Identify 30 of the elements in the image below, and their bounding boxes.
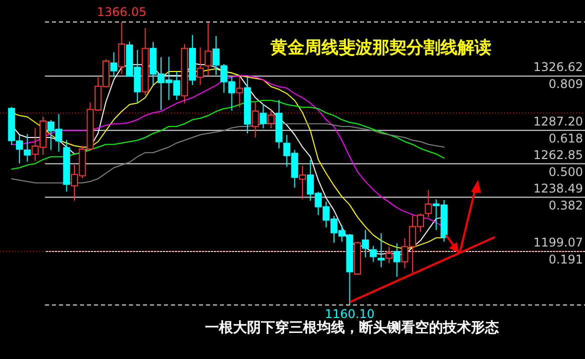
ref-line-label: 1366.05 [96,5,146,19]
candlestick [110,52,118,78]
candlestick [299,165,306,200]
annotation: 0.500 [548,164,583,179]
candlestick [212,35,220,76]
ref-line-label: 1160.10 [324,307,375,321]
candlestick [362,229,369,258]
candlestick [378,232,385,268]
annotation: 0.382 [548,198,583,212]
candlestick [260,103,267,129]
candlestick [268,110,275,129]
candlestick [370,245,377,262]
candlestick [424,189,432,218]
annotation: 0.809 [548,77,583,92]
candlestick [204,22,212,77]
candlestick [393,242,400,278]
candlestick [386,246,393,264]
candlestick [236,76,244,108]
candlestick [196,46,204,86]
ref-line-label: 1287.20 [533,114,583,128]
annotation: 0.191 [548,252,583,266]
ref-line-label: 1326.62 [533,60,583,74]
text: 黄金周线斐波那契分割线解读 [270,38,492,58]
ref-line-label: 1199.07 [533,235,583,250]
candlestick [252,101,259,138]
ref-line-label: 1238.49 [533,181,583,196]
ref-line-label: 1262.85 [533,148,583,162]
annotation: 0.618 [548,131,583,146]
text: 一根大阴下穿三根均线，断头铡看空的技术形态 [205,319,499,336]
candlestick [118,22,126,75]
